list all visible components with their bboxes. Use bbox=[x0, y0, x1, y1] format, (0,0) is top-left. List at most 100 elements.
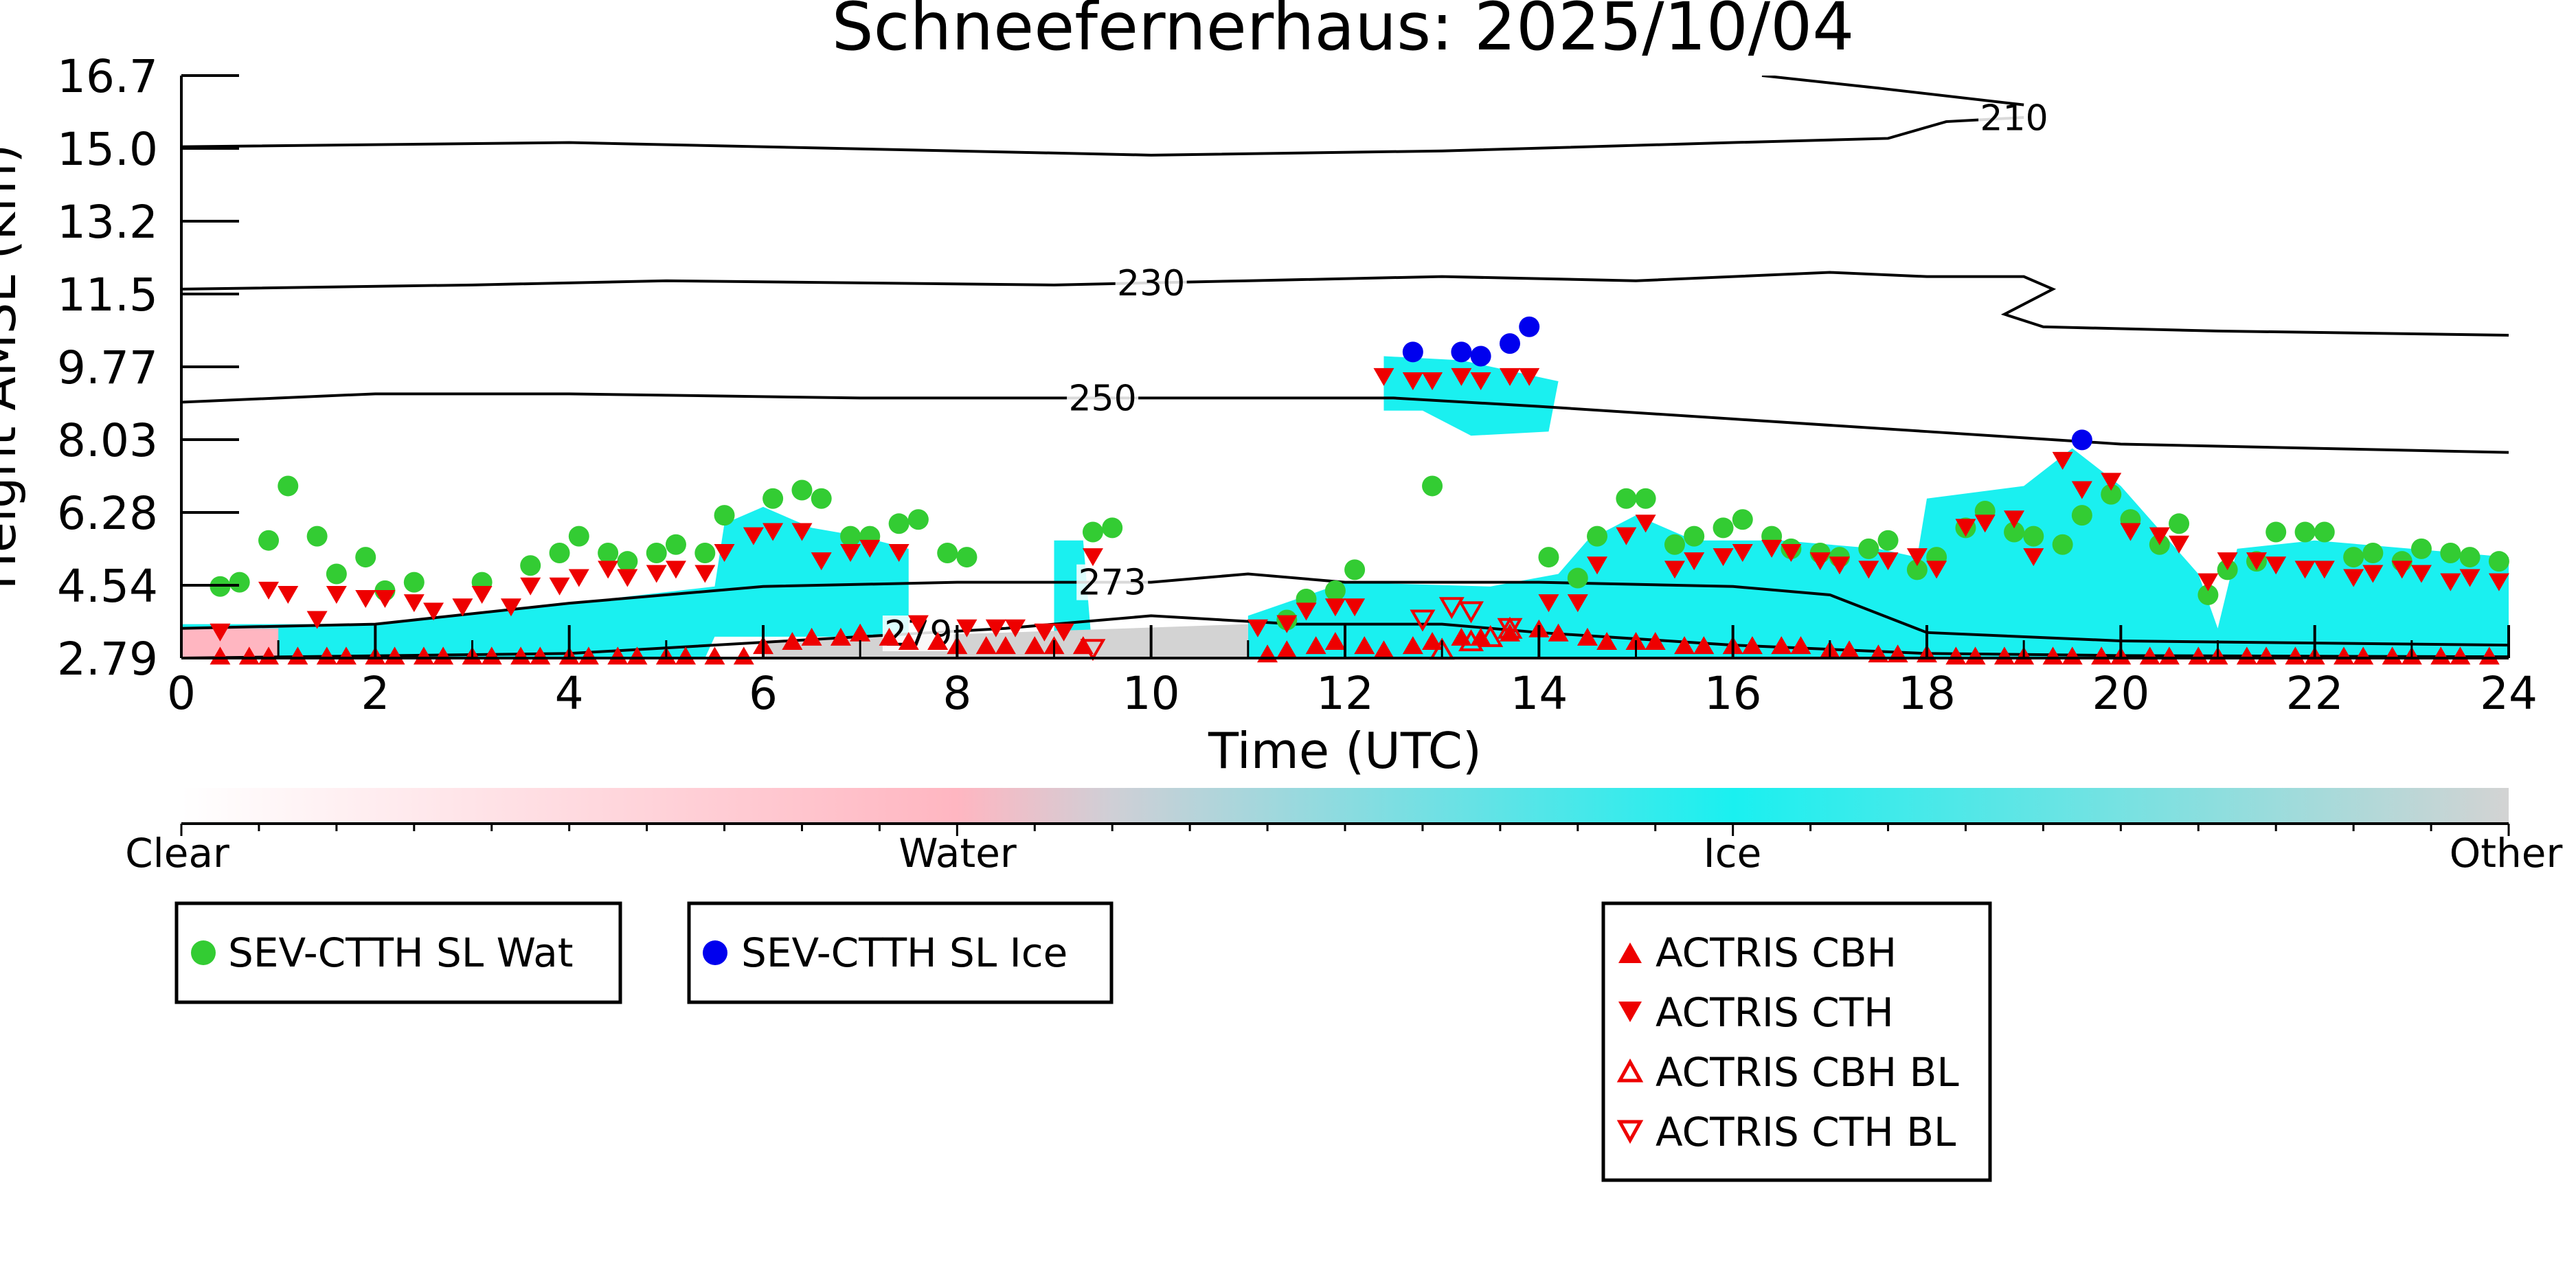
sev-ctth-sl-wat-point bbox=[2004, 521, 2025, 543]
actris-cth-point bbox=[665, 561, 686, 579]
actris-cth-point bbox=[1373, 368, 1394, 386]
actris-cbh-point bbox=[238, 646, 260, 665]
x-tick-label: 6 bbox=[749, 667, 778, 720]
actris-cbh-point bbox=[2334, 646, 2355, 665]
actris-cth-point bbox=[471, 585, 493, 604]
actris-cth-point bbox=[2343, 569, 2364, 587]
actris-cth-point bbox=[1858, 561, 1879, 579]
actris-cth-point bbox=[2120, 523, 2141, 541]
x-tick-label: 12 bbox=[1316, 667, 1374, 720]
sev-ctth-sl-wat-point bbox=[665, 534, 686, 555]
actris-cbh-point bbox=[2256, 646, 2277, 665]
actris-cth-point bbox=[210, 623, 231, 642]
actris-cbh-point bbox=[335, 646, 357, 665]
legend-actris-cbh-bl-marker bbox=[1616, 1058, 1644, 1083]
actris-cbh-point bbox=[879, 627, 900, 646]
x-axis-label: Time (UTC) bbox=[1208, 722, 1482, 780]
sev-ctth-sl-wat-point bbox=[840, 526, 861, 547]
legend-sev-water-box bbox=[174, 901, 622, 1004]
sev-ctth-sl-wat-point bbox=[694, 542, 716, 563]
actris-cbh-point bbox=[607, 646, 629, 665]
actris-cth-point bbox=[2169, 535, 2190, 554]
actris-cth-point bbox=[1296, 602, 1317, 621]
sev-ctth-sl-wat-point bbox=[258, 530, 280, 551]
actris-cbh-point bbox=[1422, 632, 1443, 651]
actris-cth-point bbox=[374, 590, 396, 609]
sev-ctth-sl-wat-point bbox=[2343, 547, 2364, 568]
actris-cth-point bbox=[2217, 552, 2238, 571]
actris-cbh-point bbox=[1741, 636, 1763, 655]
actris-cth-point bbox=[2266, 556, 2287, 575]
legend-actris-cth-label: ACTRIS CTH bbox=[1656, 989, 1894, 1036]
sev-ctth-sl-wat-point bbox=[937, 542, 958, 563]
actris-cth-point bbox=[646, 565, 667, 583]
sev-ctth-sl-wat-point bbox=[403, 572, 425, 593]
actris-cth-point bbox=[452, 598, 473, 617]
actris-cth-point bbox=[1053, 623, 1074, 642]
actris-cbh-point bbox=[2158, 646, 2180, 665]
actris-cbh-point bbox=[2061, 646, 2083, 665]
isotherm-label-bg-250 bbox=[1067, 380, 1139, 416]
isotherm-label-bg-230 bbox=[1115, 264, 1187, 301]
sev-ctth-sl-wat-point bbox=[2052, 534, 2073, 555]
sev-ctth-sl-wat-point bbox=[907, 509, 929, 530]
sev-ctth-sl-wat-point bbox=[598, 542, 619, 563]
sev-ctth-sl-wat-point bbox=[2440, 542, 2461, 563]
sev-ctth-sl-wat-point bbox=[646, 542, 667, 563]
chart-title: Schneefernerhaus: 2025/10/04 bbox=[832, 0, 1855, 65]
actris-cbh-point bbox=[530, 646, 551, 665]
actris-cth-point bbox=[1635, 515, 1656, 533]
actris-cbh-point bbox=[2430, 646, 2452, 665]
y-tick-label: 9.77 bbox=[57, 341, 158, 394]
isotherm-label-bg-273 bbox=[1076, 564, 1149, 600]
actris-cth-point bbox=[403, 594, 425, 613]
actris-cth-point bbox=[1877, 552, 1899, 571]
x-tick-label: 22 bbox=[2286, 667, 2344, 720]
legend-sev-water-marker bbox=[191, 940, 216, 965]
sev-ctth-sl-wat-point bbox=[549, 542, 570, 563]
sev-ctth-sl-wat-point bbox=[811, 488, 832, 509]
actris-cbh-point bbox=[384, 646, 405, 665]
sev-ctth-sl-wat-point bbox=[2101, 484, 2122, 505]
actris-cth-point bbox=[840, 543, 861, 562]
legend-actris-cth-marker bbox=[1618, 1002, 1642, 1022]
actris-cbh-point bbox=[413, 646, 434, 665]
isotherm-label-230: 230 bbox=[1117, 263, 1185, 304]
sev-ctth-sl-wat-point bbox=[2488, 551, 2509, 572]
actris-cth-point bbox=[2004, 510, 2025, 529]
actris-cth-point bbox=[1664, 561, 1685, 579]
actris-cth-point bbox=[1926, 561, 1947, 579]
actris-cth-point bbox=[985, 619, 1006, 637]
actris-cth-point bbox=[1616, 527, 1637, 545]
sev-ctth-sl-wat-point bbox=[1713, 517, 1734, 539]
legend-actris-cth-bl-marker bbox=[1616, 1120, 1644, 1144]
sev-ctth-sl-wat-point bbox=[791, 479, 813, 501]
actris-cbh-point bbox=[927, 632, 949, 651]
actris-cth-point bbox=[714, 543, 735, 562]
actris-cth-point bbox=[859, 539, 881, 558]
sev-ctth-sl-wat-point bbox=[229, 572, 250, 593]
actris-cth-bl-point bbox=[1410, 609, 1436, 632]
actris-cth-point bbox=[1451, 368, 1472, 386]
actris-cbh-point bbox=[2139, 646, 2160, 665]
actris-cbh-point bbox=[898, 632, 919, 651]
actris-cbh-point bbox=[801, 627, 822, 646]
x-tick-label: 2 bbox=[361, 667, 389, 720]
cloud-region-water-4 bbox=[181, 628, 279, 658]
sev-ctth-sl-wat-point bbox=[1664, 534, 1685, 555]
sev-ctth-sl-wat-point bbox=[1732, 509, 1753, 530]
actris-cth-point bbox=[1684, 552, 1705, 571]
actris-cth-point bbox=[2314, 561, 2335, 579]
sev-ctth-sl-wat-point bbox=[1635, 488, 1656, 509]
actris-cth-point bbox=[2052, 451, 2073, 470]
isotherm-250-line-3 bbox=[181, 392, 2509, 454]
sev-ctth-sl-wat-point bbox=[568, 526, 589, 547]
sev-ctth-sl-wat-point bbox=[1906, 559, 1928, 580]
isotherm-label-250: 250 bbox=[1068, 378, 1136, 419]
legend-actris-cbh-marker bbox=[1618, 942, 1642, 963]
actris-cbh-point bbox=[782, 632, 803, 651]
actris-cth-point bbox=[1732, 543, 1753, 562]
actris-cth-point bbox=[1082, 548, 1103, 567]
actris-cth-point bbox=[2197, 573, 2219, 591]
colorbar-label-clear: Clear bbox=[125, 830, 229, 877]
